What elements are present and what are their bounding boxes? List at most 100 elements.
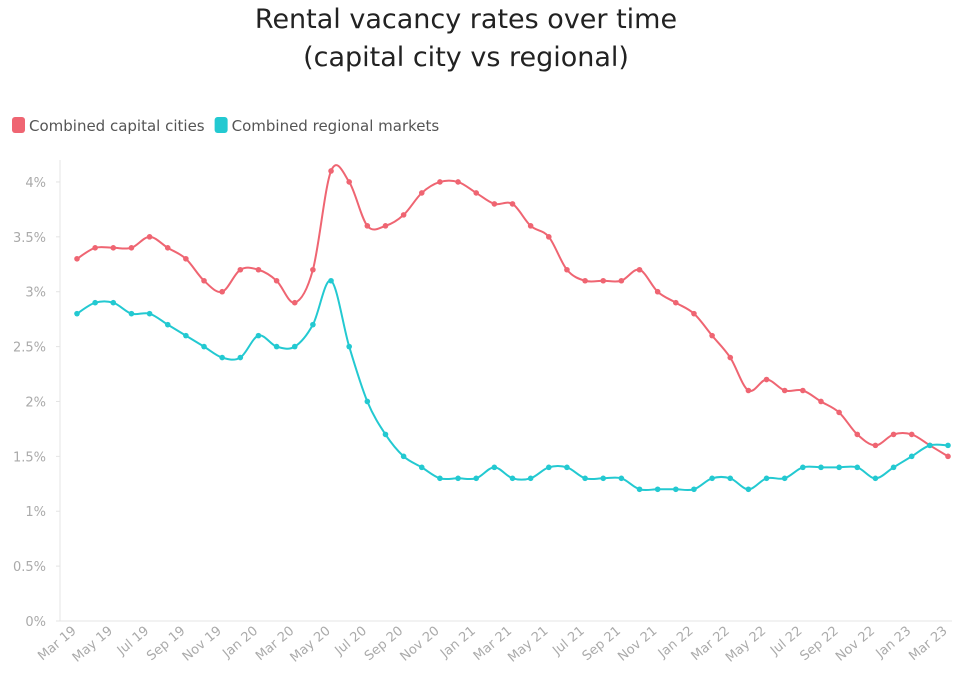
- data-point: [582, 475, 588, 482]
- data-point: [455, 475, 461, 482]
- x-tick-label: Sep 19: [144, 624, 188, 665]
- x-tick-label: Sep 21: [580, 624, 624, 665]
- data-point: [92, 245, 98, 251]
- data-point: [491, 201, 498, 207]
- series-line: [76, 279, 949, 492]
- x-tick-label: May 21: [505, 624, 551, 666]
- y-tick-label: 1.5%: [13, 450, 46, 465]
- data-point: [872, 475, 879, 482]
- data-point: [110, 245, 117, 251]
- data-point: [183, 332, 189, 339]
- y-tick-label: 3%: [25, 286, 46, 301]
- x-tick-label: May 22: [723, 624, 769, 666]
- data-point: [364, 223, 371, 229]
- legend-swatch: [214, 117, 228, 133]
- data-point: [800, 464, 806, 471]
- data-point: [727, 475, 734, 482]
- data-point: [763, 475, 770, 482]
- data-point: [418, 464, 425, 471]
- x-tick-label: Nov 20: [398, 624, 443, 665]
- data-point: [291, 343, 298, 350]
- data-point: [908, 453, 915, 460]
- data-point: [328, 277, 334, 284]
- data-point: [545, 464, 552, 471]
- data-point: [818, 398, 824, 405]
- data-point: [92, 299, 98, 306]
- data-point: [74, 255, 80, 262]
- data-point: [437, 475, 443, 482]
- data-point: [273, 343, 280, 350]
- data-point: [600, 277, 607, 284]
- data-point: [400, 212, 407, 218]
- y-tick-label: 0.5%: [13, 560, 46, 575]
- data-point: [382, 431, 389, 438]
- y-tick-label: 2.5%: [13, 341, 46, 356]
- data-point: [745, 387, 752, 394]
- data-point: [727, 354, 734, 361]
- data-point: [890, 431, 897, 438]
- data-point: [346, 179, 352, 185]
- data-point: [146, 234, 153, 240]
- data-point: [328, 168, 334, 174]
- data-point: [636, 486, 643, 493]
- data-point: [709, 332, 715, 339]
- data-point: [237, 354, 244, 361]
- x-tick-label: Sep 22: [797, 624, 841, 665]
- data-point: [654, 486, 661, 493]
- y-tick-label: 2%: [25, 395, 46, 410]
- legend-label: Combined capital cities: [29, 117, 205, 135]
- data-point: [128, 310, 135, 317]
- data-point: [473, 190, 480, 196]
- data-point: [201, 277, 207, 284]
- data-point: [927, 442, 933, 449]
- data-point: [781, 475, 788, 482]
- y-tick-label: 4%: [25, 176, 46, 191]
- data-point: [691, 310, 697, 317]
- data-point: [437, 179, 443, 185]
- data-point: [818, 464, 824, 471]
- data-point: [618, 277, 625, 284]
- data-point: [273, 277, 280, 284]
- data-point: [455, 179, 461, 185]
- data-point: [745, 486, 752, 493]
- data-point: [691, 486, 697, 493]
- data-point: [291, 299, 298, 306]
- data-point: [854, 431, 861, 438]
- data-point: [164, 245, 171, 251]
- data-point: [600, 475, 607, 482]
- data-point: [872, 442, 879, 449]
- x-tick-label: May 19: [70, 624, 116, 666]
- data-point: [763, 376, 770, 383]
- data-point: [800, 387, 806, 394]
- data-point: [836, 409, 842, 416]
- data-point: [128, 245, 135, 251]
- data-point: [219, 288, 225, 295]
- data-point: [527, 475, 534, 482]
- data-point: [418, 190, 425, 196]
- data-point: [491, 464, 498, 471]
- data-point: [564, 464, 570, 471]
- data-point: [255, 332, 262, 339]
- chart-subtitle: (capital city vs regional): [303, 42, 629, 73]
- data-point: [201, 343, 207, 350]
- x-tick-label: Nov 21: [615, 624, 660, 665]
- data-point: [564, 266, 570, 273]
- data-point: [346, 343, 352, 350]
- data-point: [310, 321, 316, 328]
- data-point: [74, 310, 80, 317]
- data-point: [890, 464, 897, 471]
- x-tick-label: Mar 23: [906, 624, 950, 665]
- x-tick-label: Sep 20: [362, 624, 406, 665]
- x-tick-label: Nov 19: [180, 624, 225, 665]
- data-point: [654, 288, 661, 295]
- data-point: [509, 475, 516, 482]
- data-point: [183, 255, 189, 262]
- data-point: [673, 486, 679, 493]
- data-point: [945, 453, 951, 460]
- data-point: [164, 321, 171, 328]
- data-point: [146, 310, 153, 317]
- series-line: [76, 164, 949, 458]
- data-point: [673, 299, 679, 306]
- data-point: [382, 223, 389, 229]
